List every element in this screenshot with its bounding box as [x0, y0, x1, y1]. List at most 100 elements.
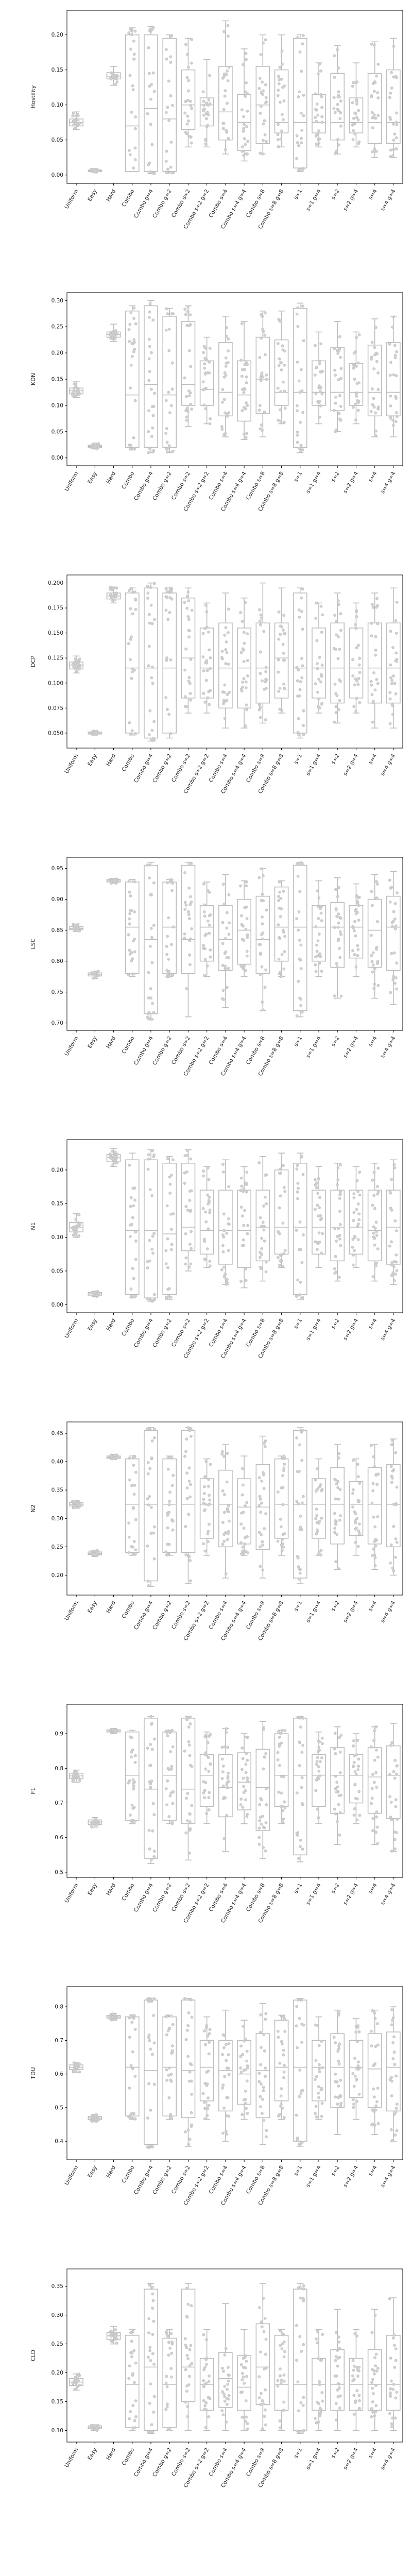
data-point [356, 1475, 360, 1479]
data-point [355, 2067, 358, 2071]
data-point [279, 1732, 282, 1735]
data-point [395, 1485, 399, 1489]
data-point [314, 2105, 318, 2108]
data-point [223, 2075, 227, 2078]
data-point [389, 1191, 392, 1195]
data-point [130, 110, 133, 114]
data-point [356, 401, 360, 405]
data-point [227, 967, 230, 970]
data-point [148, 29, 151, 32]
data-point [372, 43, 376, 47]
data-point [264, 718, 267, 721]
data-point [208, 2374, 211, 2378]
data-point [152, 2319, 156, 2323]
data-point [132, 1785, 135, 1788]
data-point [355, 99, 358, 103]
data-point [132, 350, 135, 353]
data-point [389, 676, 392, 680]
data-point [352, 1744, 355, 1748]
data-point [262, 1228, 266, 1232]
data-point [370, 634, 373, 638]
data-point [208, 2397, 212, 2400]
data-point [150, 1780, 153, 1783]
data-point [244, 1798, 248, 1802]
x-tick-label: Combo g=4 [133, 1882, 154, 1913]
data-point [187, 1480, 191, 1483]
data-point [374, 434, 377, 437]
data-point [164, 587, 168, 590]
data-point [77, 667, 81, 671]
data-point [227, 2394, 231, 2397]
data-point [166, 1526, 169, 1530]
data-point [355, 615, 358, 618]
data-point [221, 702, 225, 705]
x-tick-label: s=4 g=4 [380, 753, 397, 776]
data-point [261, 937, 265, 941]
data-point [354, 626, 358, 630]
data-point [130, 1736, 133, 1739]
data-point [339, 612, 342, 616]
data-point [203, 914, 207, 918]
data-point [152, 1011, 156, 1014]
data-point [296, 440, 299, 444]
data-point [168, 596, 172, 600]
box [312, 360, 326, 406]
data-point [165, 2375, 168, 2378]
data-point [371, 1489, 375, 1493]
data-point [300, 2022, 304, 2026]
data-point [265, 374, 268, 377]
data-point [314, 2059, 318, 2062]
data-point [262, 1767, 265, 1771]
data-point [242, 127, 245, 130]
data-point [241, 1244, 244, 1247]
data-point [202, 944, 205, 947]
data-point [389, 2379, 393, 2383]
data-point [147, 971, 150, 974]
data-point [339, 2104, 342, 2108]
data-point [396, 415, 399, 418]
data-point [129, 587, 133, 590]
data-point [333, 1527, 337, 1530]
data-point [334, 2418, 338, 2421]
data-point [132, 1455, 136, 1459]
data-point [188, 2062, 192, 2065]
data-point [391, 2019, 394, 2022]
data-point [279, 1804, 283, 1808]
data-point [188, 1764, 192, 1767]
data-point [205, 2357, 209, 2360]
data-point [315, 2115, 318, 2119]
data-point [151, 682, 154, 685]
data-point [393, 1273, 397, 1276]
data-point [132, 166, 135, 170]
data-point [261, 2097, 264, 2101]
data-point [73, 127, 76, 130]
x-tick-label: s=2 [330, 2165, 341, 2177]
data-point [258, 87, 261, 90]
data-point [334, 2041, 337, 2045]
data-point [333, 994, 336, 998]
data-point [166, 106, 169, 109]
x-tick-label: s=1 [293, 1036, 304, 1048]
data-point [152, 1525, 156, 1529]
data-point [262, 2330, 266, 2333]
data-point [265, 2135, 268, 2139]
data-point [129, 638, 132, 641]
data-point [295, 1167, 299, 1171]
data-point [258, 1495, 262, 1498]
data-point [205, 610, 209, 614]
data-point [352, 1761, 356, 1764]
data-point [226, 2382, 230, 2386]
data-point [208, 931, 211, 935]
data-point [393, 927, 397, 931]
y-tick-label: 0.30 [52, 2312, 63, 2318]
data-point [222, 883, 225, 886]
data-point [224, 1572, 228, 1575]
data-point [334, 2331, 338, 2334]
data-point [280, 975, 283, 978]
data-point [371, 1817, 375, 1820]
data-point [358, 2399, 361, 2402]
data-point [279, 633, 282, 636]
data-point [109, 2338, 113, 2342]
y-tick-label: 0.25 [52, 324, 63, 330]
